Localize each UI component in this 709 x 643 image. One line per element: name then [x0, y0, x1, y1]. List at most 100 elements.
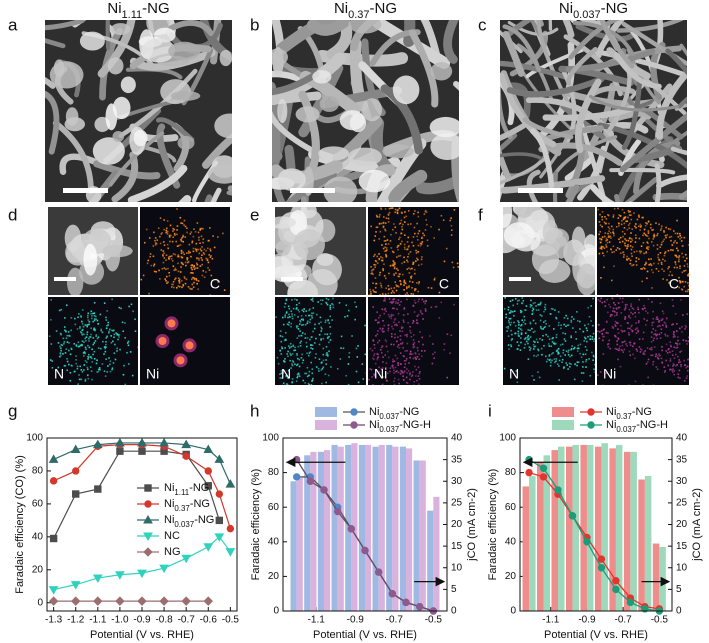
- signal-dot: [628, 315, 630, 317]
- signal-dot: [620, 252, 622, 254]
- current-point: [598, 556, 604, 562]
- x-tick-label: -0.9: [347, 615, 365, 626]
- signal-dot: [615, 325, 617, 327]
- signal-dot: [533, 308, 535, 310]
- signal-dot: [176, 287, 178, 289]
- title-part: 0.37: [348, 9, 369, 21]
- particle: [320, 96, 339, 112]
- signal-dot: [650, 263, 652, 265]
- y-tick-label: 40: [32, 531, 44, 542]
- signal-dot: [163, 252, 165, 254]
- signal-dot: [615, 249, 617, 251]
- signal-dot: [298, 328, 300, 330]
- signal-dot: [182, 252, 184, 254]
- signal-dot: [384, 300, 386, 302]
- signal-dot: [414, 342, 416, 344]
- text-part: -NG: [194, 514, 214, 526]
- signal-dot: [613, 235, 615, 237]
- signal-dot: [400, 301, 402, 303]
- signal-dot: [90, 366, 92, 368]
- signal-dot: [191, 284, 193, 286]
- signal-dot: [583, 331, 585, 333]
- signal-dot: [393, 292, 395, 294]
- signal-dot: [191, 231, 193, 233]
- signal-dot: [382, 384, 384, 386]
- signal-dot: [124, 337, 126, 339]
- signal-dot: [616, 314, 618, 316]
- signal-dot: [641, 245, 643, 247]
- signal-dot: [392, 229, 394, 231]
- signal-dot: [421, 337, 423, 339]
- signal-dot: [650, 224, 652, 226]
- signal-dot: [181, 256, 183, 258]
- signal-dot: [289, 316, 291, 318]
- signal-dot: [60, 347, 62, 349]
- signal-dot: [660, 337, 662, 339]
- signal-dot: [661, 346, 663, 348]
- signal-dot: [164, 257, 166, 259]
- signal-dot: [199, 242, 201, 244]
- signal-dot: [454, 209, 456, 211]
- signal-dot: [150, 253, 152, 255]
- signal-dot: [375, 291, 377, 293]
- signal-dot: [168, 258, 170, 260]
- signal-dot: [662, 318, 664, 320]
- signal-dot: [679, 351, 681, 353]
- signal-dot: [592, 298, 594, 300]
- signal-dot: [655, 333, 657, 335]
- signal-dot: [624, 309, 626, 311]
- signal-dot: [135, 330, 137, 332]
- signal-dot: [64, 326, 66, 328]
- legend-marker: [588, 422, 594, 428]
- signal-dot: [527, 343, 529, 345]
- data-point: [50, 455, 58, 462]
- signal-dot: [613, 302, 615, 304]
- signal-dot: [651, 341, 653, 343]
- y2-axis-label: jCO (mA cm-2): [466, 488, 478, 562]
- current-point: [598, 565, 604, 571]
- bright-region: [83, 244, 97, 276]
- signal-dot: [112, 367, 114, 369]
- signal-dot: [623, 256, 625, 258]
- bar: [332, 445, 338, 611]
- signal-dot: [569, 363, 571, 365]
- signal-dot: [610, 237, 612, 239]
- signal-dot: [624, 227, 626, 229]
- signal-dot: [614, 208, 616, 210]
- signal-dot: [444, 261, 446, 263]
- signal-dot: [651, 269, 653, 271]
- signal-dot: [403, 314, 405, 316]
- signal-dot: [90, 313, 92, 315]
- signal-dot: [82, 309, 84, 311]
- signal-dot: [153, 232, 155, 234]
- signal-dot: [533, 341, 535, 343]
- signal-dot: [444, 343, 446, 345]
- signal-dot: [406, 286, 408, 288]
- signal-dot: [311, 336, 313, 338]
- signal-dot: [672, 354, 674, 356]
- signal-dot: [372, 306, 374, 308]
- signal-dot: [191, 288, 193, 290]
- signal-dot: [629, 214, 631, 216]
- bar: [587, 445, 594, 611]
- signal-dot: [613, 308, 615, 310]
- signal-dot: [395, 318, 397, 320]
- signal-dot: [527, 329, 529, 331]
- y-tick-label: 100: [26, 433, 43, 444]
- signal-dot: [658, 353, 660, 355]
- signal-dot: [191, 264, 193, 266]
- signal-dot: [418, 298, 420, 300]
- signal-dot: [664, 334, 666, 336]
- signal-dot: [425, 229, 427, 231]
- y2-tick-label: 30: [451, 476, 463, 487]
- signal-dot: [607, 344, 609, 346]
- signal-dot: [587, 307, 589, 309]
- signal-dot: [331, 319, 333, 321]
- signal-dot: [411, 268, 413, 270]
- signal-dot: [81, 329, 83, 331]
- signal-dot: [643, 332, 645, 334]
- signal-dot: [672, 371, 674, 373]
- signal-dot: [397, 249, 399, 251]
- signal-dot: [433, 357, 435, 359]
- data-point: [139, 448, 145, 454]
